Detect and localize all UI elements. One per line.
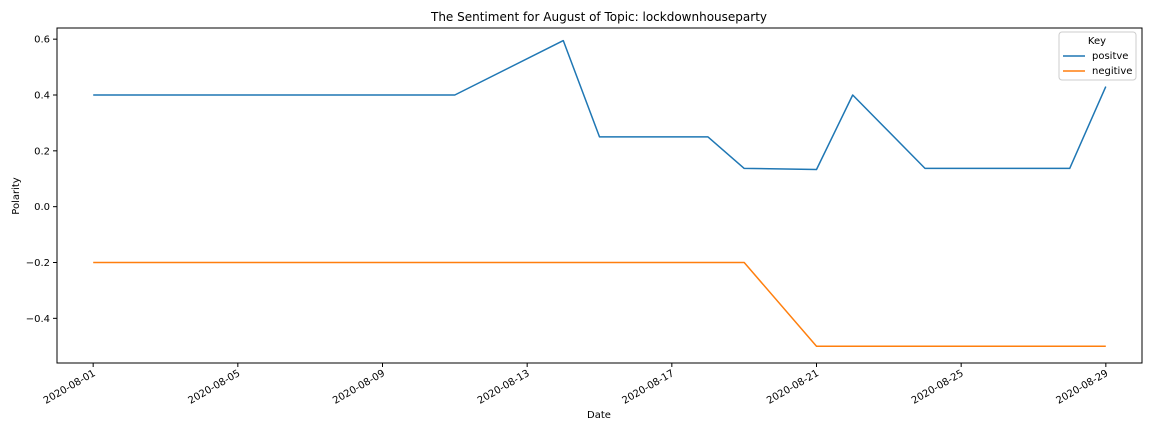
series-layer [93, 39, 1107, 348]
legend: Key positve negitive [1058, 31, 1137, 81]
series-line-positve [93, 39, 1107, 171]
x-axis-label: Date [587, 410, 611, 421]
plot-area [56, 27, 1143, 364]
legend-label-positve: positve [1092, 51, 1128, 62]
y-tick-label: −0.2 [26, 258, 50, 269]
y-tick-label: 0.4 [34, 91, 50, 102]
y-axis-label: Polarity [11, 177, 22, 215]
y-axis: −0.4 −0.2 0.0 0.2 0.4 0.6 [26, 35, 57, 325]
chart-title: The Sentiment for August of Topic: lockd… [430, 10, 767, 24]
y-tick-label: 0.0 [34, 202, 50, 213]
y-tick-label: 0.6 [34, 35, 50, 46]
y-tick-label: −0.4 [26, 314, 50, 325]
legend-label-negitive: negitive [1092, 66, 1132, 77]
legend-frame [1058, 31, 1137, 81]
y-tick-label: 0.2 [34, 146, 50, 157]
legend-title: Key [1088, 36, 1106, 47]
series-line-negitive [93, 261, 1106, 348]
